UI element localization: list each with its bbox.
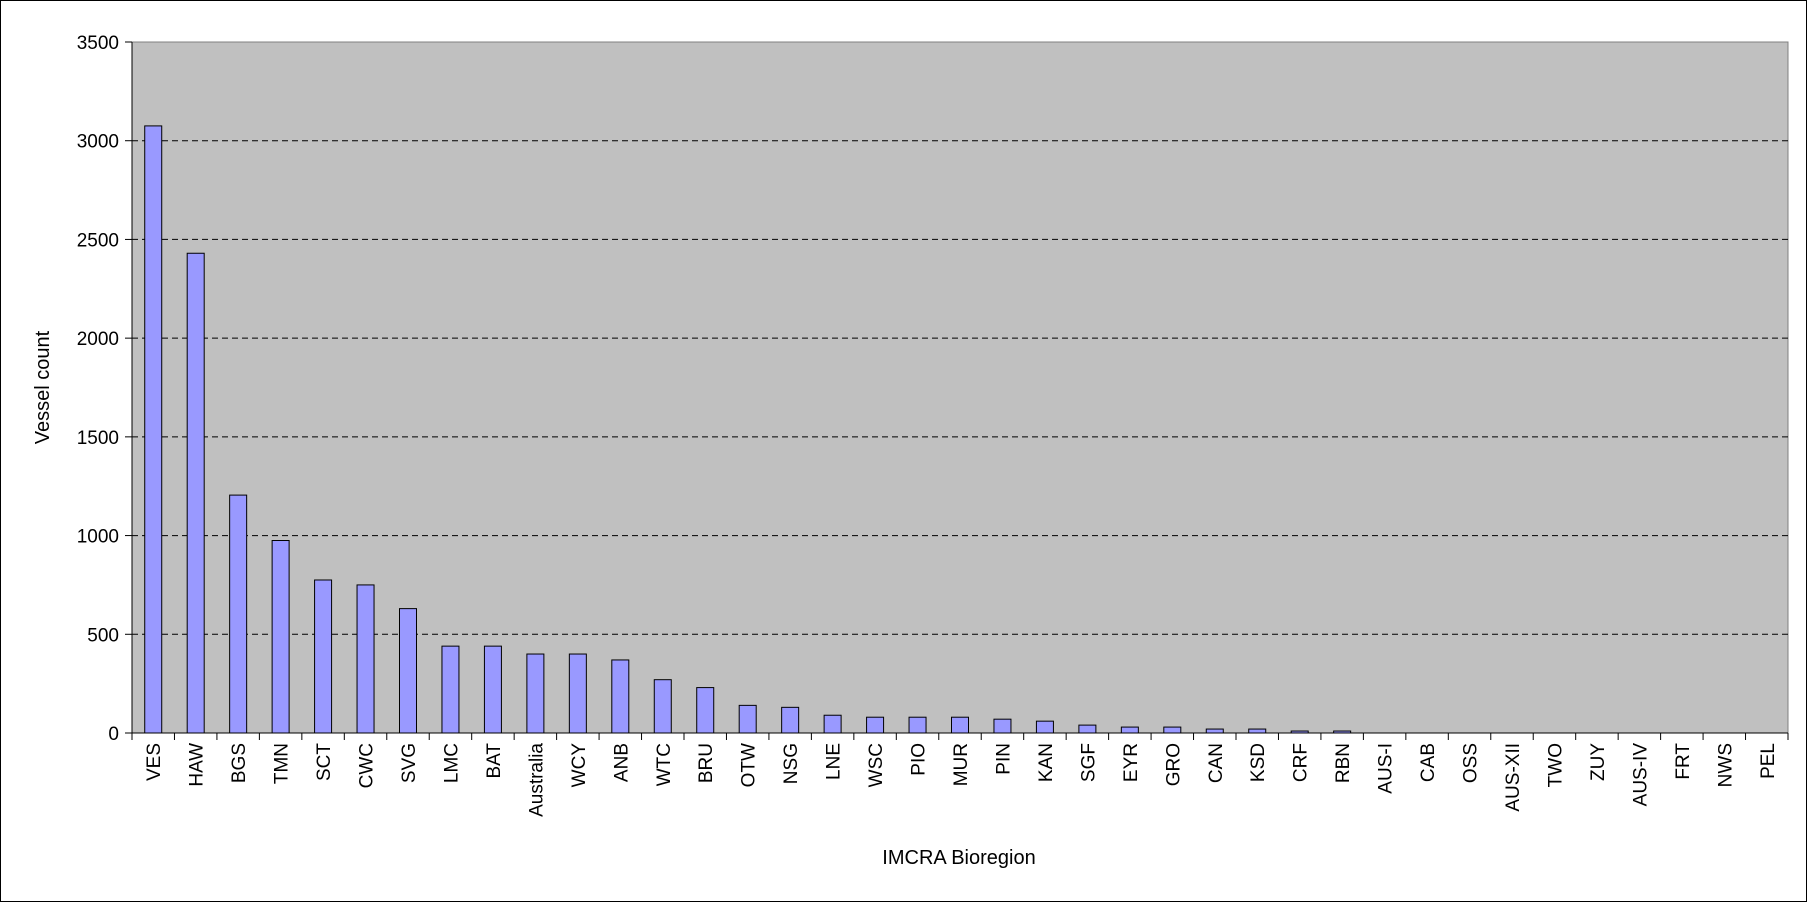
bar-anb [611,659,630,734]
x-tick-label: WCY [569,743,590,788]
x-tick-label: VES [144,743,165,781]
bar-gro [1163,726,1182,734]
x-tick-label: CAB [1418,743,1439,782]
x-tick-label: AUS-XII [1503,743,1524,812]
gridlines [132,140,1788,635]
x-tick-label: FRT [1673,743,1694,780]
x-tick-labels: VES HAW BGS TMN SCT CWC SVG LMC BAT Australia WCY A… [144,743,1779,817]
x-tick-label: LNE [824,743,845,780]
x-tick-label: TWO [1545,743,1566,787]
y-axis-title: Vessel count [32,330,54,444]
x-tick-label: BAT [484,743,505,779]
bar-pin [993,718,1012,734]
x-tick-label: EYR [1121,743,1142,782]
bar-wcy [568,653,587,734]
y-tick-labels: 0 500 1000 1500 2000 2500 3000 3500 [77,33,119,745]
bar-wtc [653,679,672,734]
y-tick-label: 1000 [77,527,119,548]
x-tick-label: PIN [993,743,1014,775]
x-tick-label: OTW [739,743,760,787]
x-tick-label: AUS-I [1376,743,1397,794]
bar-tmn [271,540,290,734]
x-tick-label: KAN [1036,743,1057,782]
bar-eyr [1120,726,1139,734]
bar-lmc [441,645,460,734]
bar-ves [144,125,163,734]
x-tick-label: AUS-IV [1630,743,1651,807]
x-tick-label: GRO [1163,743,1184,786]
x-tick-label: NSG [781,743,802,784]
y-tick-label: 1500 [77,428,119,449]
y-tick-label: 2500 [77,230,119,251]
x-tick-label: HAW [187,743,208,787]
bar-pio [908,716,927,734]
x-tick-label: MUR [951,743,972,786]
axes [125,41,1789,740]
bars [144,125,1352,734]
x-tick-label: LMC [441,743,462,783]
y-tick-label: 3500 [77,33,119,54]
x-tick-label: PEL [1758,743,1779,779]
bar-sgf [1078,724,1097,734]
y-tick-label: 3000 [77,132,119,153]
x-tick-label: PIO [909,743,930,776]
x-tick-label: KSD [1248,743,1269,782]
x-tick-label: BRU [696,743,717,783]
x-tick-label: WTC [654,743,675,786]
x-tick-label: NWS [1715,743,1736,787]
y-tick-label: 500 [87,625,119,646]
x-tick-label: BGS [229,743,250,783]
bar-haw [186,252,205,734]
bar-svg [399,608,417,734]
bar-bat [483,645,502,734]
x-tick-label: WSC [866,743,887,787]
bar-mur [951,716,969,734]
y-tick-label: 0 [108,724,119,745]
plot-area [131,41,1789,734]
x-tick-label: ZUY [1588,743,1609,781]
bar-nsg [781,706,800,734]
x-tick-label: TMN [272,743,293,784]
bar-lne [823,714,842,734]
x-tick-label: ANB [611,743,632,782]
x-tick-label: OSS [1461,743,1482,783]
bar-otw [738,704,757,734]
bar-australia [526,653,545,734]
x-tick-label: RBN [1333,743,1354,783]
x-tick-label: SGF [1078,743,1099,782]
bar-wsc [866,716,885,734]
x-tick-label: CRF [1291,743,1312,782]
bar-bgs [229,494,248,734]
x-tick-label: CWC [357,743,378,788]
bar-can [1205,728,1224,734]
bar-ksd [1248,728,1267,734]
bar-sct [314,579,333,734]
bar-bru [696,687,715,734]
x-axis-title: IMCRA Bioregion [882,847,1035,869]
x-tick-label: SCT [314,743,335,781]
bar-kan [1035,720,1054,734]
x-tick-label: CAN [1206,743,1227,783]
x-tick-label: SVG [399,743,420,783]
x-tick-label: Australia [526,743,547,817]
y-tick-label: 2000 [77,329,119,350]
bar-cwc [356,584,375,734]
